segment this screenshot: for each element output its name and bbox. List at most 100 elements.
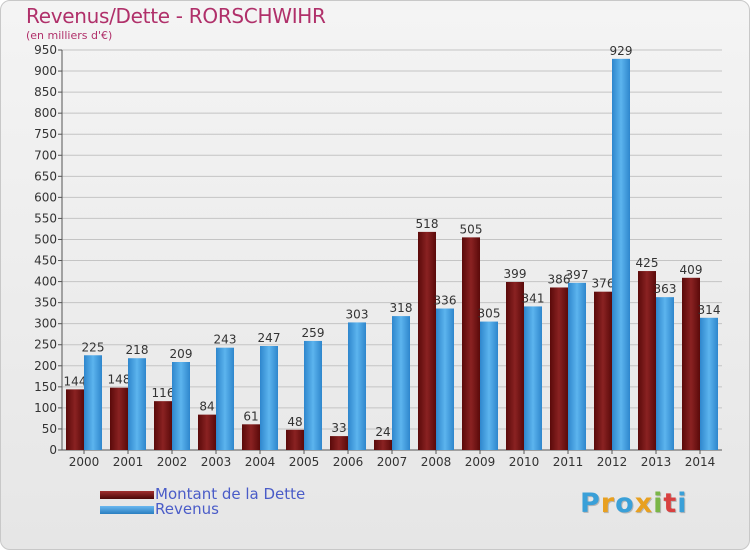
y-tick-label: 550: [34, 211, 57, 225]
logo-letter: x: [634, 488, 654, 519]
y-tick-label: 400: [34, 275, 57, 289]
data-label-revenue: 303: [346, 307, 369, 321]
legend-label-debt: Montant de la Dette: [155, 485, 306, 503]
data-label-debt: 505: [460, 222, 483, 236]
data-label-revenue: 929: [610, 44, 633, 58]
bar-revenue: [524, 306, 542, 450]
bar-debt: [638, 271, 656, 450]
data-label-revenue: 341: [522, 291, 545, 305]
data-label-revenue: 363: [654, 282, 677, 296]
y-tick-label: 800: [34, 106, 57, 120]
logo-letter: r: [600, 488, 616, 519]
bar-revenue: [84, 355, 102, 450]
bar-debt: [550, 287, 568, 450]
bar-debt: [198, 414, 216, 450]
data-label-debt: 386: [548, 272, 571, 286]
data-label-debt: 409: [680, 263, 703, 277]
legend-label-revenue: Revenus: [155, 500, 219, 518]
bar-revenue: [656, 297, 674, 450]
bar-debt: [462, 237, 480, 450]
y-tick-label: 750: [34, 127, 57, 141]
bar-debt: [242, 424, 260, 450]
bar-revenue: [348, 322, 366, 450]
bar-debt: [374, 439, 392, 450]
data-label-debt: 518: [416, 217, 439, 231]
x-tick-label: 2011: [553, 455, 584, 469]
x-tick-label: 2002: [157, 455, 188, 469]
logo-letter: t: [663, 488, 678, 519]
y-tick-label: 0: [49, 443, 57, 457]
chart-title: Revenus/Dette - RORSCHWIHR: [26, 4, 326, 28]
y-tick-label: 650: [34, 169, 57, 183]
data-label-revenue: 336: [434, 294, 457, 308]
y-tick-label: 500: [34, 232, 57, 246]
y-tick-label: 100: [34, 401, 57, 415]
x-tick-label: 2001: [113, 455, 144, 469]
bar-revenue: [436, 308, 454, 450]
x-tick-label: 2000: [69, 455, 100, 469]
data-label-debt: 144: [64, 374, 87, 388]
y-tick-label: 200: [34, 359, 57, 373]
bar-revenue: [568, 282, 586, 450]
x-tick-label: 2014: [685, 455, 716, 469]
bar-revenue: [304, 340, 322, 450]
y-tick-label: 700: [34, 148, 57, 162]
data-label-debt: 425: [636, 256, 659, 270]
data-label-revenue: 247: [258, 331, 281, 345]
y-tick-label: 850: [34, 85, 57, 99]
data-label-revenue: 318: [390, 301, 413, 315]
bar-revenue: [216, 347, 234, 450]
y-tick-label: 250: [34, 338, 57, 352]
x-tick-label: 2009: [465, 455, 496, 469]
logo-letter: P: [580, 488, 601, 519]
y-tick-label: 300: [34, 317, 57, 331]
data-label-debt: 84: [199, 400, 214, 414]
x-tick-label: 2004: [245, 455, 276, 469]
y-tick-label: 950: [34, 43, 57, 57]
bar-revenue: [172, 362, 190, 450]
data-label-revenue: 225: [82, 340, 105, 354]
data-label-debt: 399: [504, 267, 527, 281]
y-tick-label: 450: [34, 254, 57, 268]
bar-revenue: [612, 58, 630, 451]
data-label-revenue: 243: [214, 333, 237, 347]
y-tick-label: 900: [34, 64, 57, 78]
bar-debt: [330, 436, 348, 450]
bar-debt: [682, 277, 700, 450]
bar-debt: [594, 291, 612, 450]
x-tick-label: 2005: [289, 455, 320, 469]
logo-letter: i: [677, 488, 688, 519]
data-label-debt: 24: [375, 425, 390, 439]
logo-letter: i: [653, 488, 664, 519]
bar-debt: [506, 282, 524, 450]
x-tick-label: 2010: [509, 455, 540, 469]
legend-swatch-debt: [100, 491, 154, 499]
data-label-debt: 376: [592, 277, 615, 291]
data-label-revenue: 218: [126, 343, 149, 357]
logo-letter: o: [615, 488, 635, 519]
legend-swatch-revenue: [100, 506, 154, 514]
data-label-debt: 116: [152, 386, 175, 400]
x-tick-label: 2003: [201, 455, 232, 469]
data-label-debt: 61: [243, 409, 258, 423]
x-tick-label: 2007: [377, 455, 408, 469]
data-label-revenue: 397: [566, 268, 589, 282]
y-tick-label: 600: [34, 190, 57, 204]
data-label-debt: 148: [108, 373, 131, 387]
bar-debt: [154, 401, 172, 450]
chart-subtitle: (en milliers d'€): [26, 29, 113, 42]
bar-debt: [286, 429, 304, 450]
bar-revenue: [700, 317, 718, 450]
data-label-revenue: 259: [302, 326, 325, 340]
bar-revenue: [128, 358, 146, 450]
data-label-revenue: 305: [478, 307, 501, 321]
data-label-debt: 33: [331, 421, 346, 435]
data-label-debt: 48: [287, 415, 302, 429]
y-tick-label: 350: [34, 296, 57, 310]
bar-revenue: [480, 321, 498, 450]
y-tick-label: 50: [42, 422, 57, 436]
data-label-revenue: 314: [698, 303, 721, 317]
x-tick-label: 2012: [597, 455, 628, 469]
bar-debt: [66, 389, 84, 450]
